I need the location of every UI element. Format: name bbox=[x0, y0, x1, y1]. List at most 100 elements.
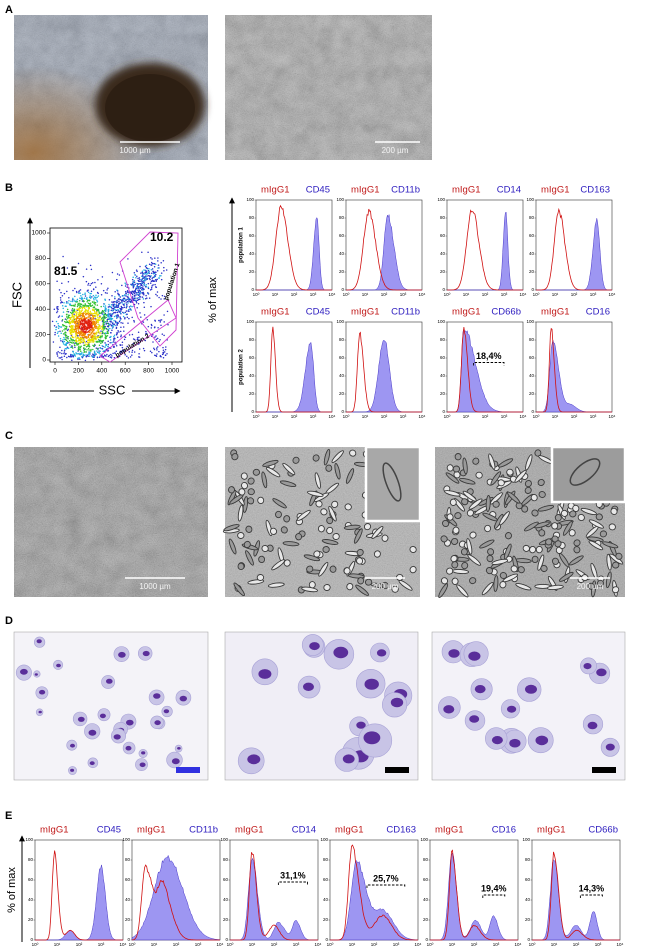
dot bbox=[82, 319, 84, 322]
dot bbox=[117, 304, 120, 307]
dot bbox=[116, 289, 118, 291]
dot bbox=[94, 335, 97, 337]
dot bbox=[102, 324, 105, 326]
dot bbox=[138, 356, 140, 358]
dot bbox=[152, 284, 154, 286]
dot bbox=[81, 296, 83, 298]
dot bbox=[124, 311, 127, 314]
cell bbox=[615, 552, 623, 560]
scale-bar-label: 200 µm bbox=[577, 582, 604, 591]
dot bbox=[144, 285, 147, 288]
nucleus bbox=[89, 761, 95, 766]
dot bbox=[79, 324, 82, 326]
dot bbox=[77, 332, 79, 334]
dot bbox=[98, 340, 100, 343]
dot bbox=[86, 299, 89, 302]
dot bbox=[90, 292, 92, 295]
dot bbox=[141, 296, 144, 298]
dot bbox=[84, 344, 87, 346]
nucleus bbox=[179, 695, 187, 702]
y-tick-label: 20 bbox=[529, 269, 535, 274]
dot bbox=[137, 286, 140, 288]
nucleus bbox=[70, 743, 75, 748]
dot bbox=[57, 330, 59, 333]
dot bbox=[103, 333, 106, 335]
dot bbox=[155, 293, 157, 296]
dot bbox=[119, 296, 122, 298]
control-label: mIgG1 bbox=[452, 185, 481, 196]
dot bbox=[84, 326, 86, 329]
control-label: mIgG1 bbox=[40, 825, 69, 836]
dot bbox=[117, 306, 120, 308]
cell bbox=[558, 571, 574, 582]
cell bbox=[446, 513, 454, 521]
dot bbox=[80, 334, 83, 336]
dot bbox=[65, 336, 67, 339]
y-tick-label: 0 bbox=[251, 287, 254, 292]
dot bbox=[127, 308, 130, 311]
dot bbox=[151, 268, 154, 270]
dot bbox=[120, 351, 122, 354]
dot bbox=[74, 295, 76, 298]
dot bbox=[79, 348, 81, 351]
dot bbox=[109, 356, 112, 358]
nucleus bbox=[70, 768, 75, 772]
y-tick-label: 60 bbox=[529, 355, 535, 360]
dot bbox=[63, 355, 66, 357]
cell bbox=[530, 493, 538, 502]
dot bbox=[98, 325, 100, 328]
dot bbox=[163, 270, 165, 272]
dot bbox=[71, 346, 73, 349]
dot bbox=[143, 349, 146, 352]
dot bbox=[109, 313, 111, 315]
cell bbox=[572, 504, 580, 512]
dot bbox=[153, 280, 155, 282]
control-label: mIgG1 bbox=[541, 307, 570, 318]
dot bbox=[83, 310, 86, 313]
dot bbox=[92, 319, 94, 321]
y-tick-label: 80 bbox=[28, 857, 34, 862]
dot bbox=[140, 284, 143, 286]
dot bbox=[82, 300, 85, 303]
cell bbox=[326, 516, 334, 525]
cell bbox=[531, 555, 539, 564]
dot bbox=[68, 340, 71, 342]
dot bbox=[100, 330, 102, 332]
axis-label: % of max bbox=[6, 867, 18, 913]
y-tick-label: 0 bbox=[531, 287, 534, 292]
cell bbox=[322, 546, 330, 553]
cell bbox=[515, 583, 532, 591]
y-tick-label: 40 bbox=[529, 373, 535, 378]
cell bbox=[223, 524, 240, 532]
dot bbox=[107, 340, 109, 342]
y-tick-label: 60 bbox=[125, 877, 131, 882]
dot bbox=[85, 329, 88, 331]
dot bbox=[133, 294, 136, 297]
dot bbox=[98, 344, 101, 347]
y-tick-label: 0 bbox=[341, 409, 344, 414]
dot bbox=[145, 278, 147, 280]
x-tick-label: 0 bbox=[53, 368, 57, 375]
dot bbox=[75, 320, 77, 323]
dot bbox=[83, 320, 86, 322]
dot bbox=[114, 324, 116, 327]
dot bbox=[67, 302, 69, 304]
dot bbox=[101, 330, 104, 332]
cell bbox=[454, 512, 462, 520]
cell bbox=[240, 472, 248, 480]
dot bbox=[114, 296, 116, 298]
dot bbox=[72, 318, 74, 320]
dot bbox=[97, 327, 99, 330]
dot bbox=[117, 308, 119, 311]
y-tick-label: 100 bbox=[522, 837, 530, 842]
dot bbox=[159, 321, 162, 323]
dot bbox=[95, 315, 97, 317]
dot bbox=[85, 330, 87, 332]
x-tick-label: 10⁴ bbox=[617, 942, 624, 947]
cell bbox=[540, 565, 548, 572]
dot bbox=[66, 310, 68, 313]
dot bbox=[99, 337, 102, 339]
dot bbox=[162, 259, 165, 262]
dot bbox=[137, 296, 140, 299]
dot bbox=[131, 351, 133, 353]
